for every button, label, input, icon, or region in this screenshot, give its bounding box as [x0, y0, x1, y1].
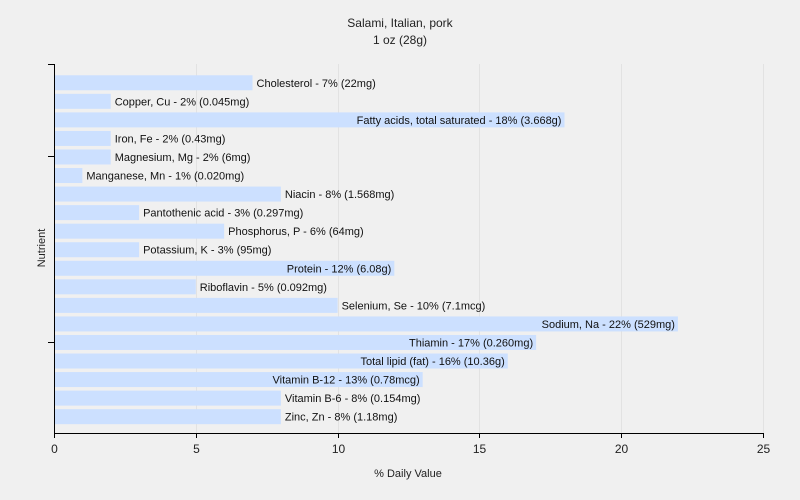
bar: [55, 149, 111, 165]
bar-label: Zinc, Zn - 8% (1.18mg): [285, 412, 397, 424]
bar: [55, 168, 83, 184]
chart-subtitle: 1 oz (28g): [373, 33, 427, 47]
x-tick-label: 20: [615, 442, 629, 456]
bar-label: Riboflavin - 5% (0.092mg): [200, 282, 327, 294]
bar: [55, 93, 111, 109]
x-tick-label: 0: [51, 442, 58, 456]
bars: Cholesterol - 7% (22mg) Copper, Cu - 2% (…: [55, 75, 678, 425]
bar: [55, 260, 395, 276]
bar-label: Pantothenic acid - 3% (0.297mg): [143, 208, 303, 220]
bar-label: Thiamin - 17% (0.260mg): [409, 337, 533, 349]
bar: [55, 279, 196, 295]
axes: 0 5 10 15 20 25: [48, 64, 770, 456]
chart-title: Salami, Italian, pork: [347, 16, 453, 30]
x-axis-title: % Daily Value: [374, 468, 442, 480]
bar: [55, 409, 281, 425]
bar-label: Selenium, Se - 10% (7.1mcg): [342, 300, 486, 312]
bar-label: Phosphorus, P - 6% (64mg): [228, 226, 364, 238]
bar-label: Manganese, Mn - 1% (0.020mg): [86, 171, 244, 183]
x-tick-label: 15: [473, 442, 487, 456]
bar-label: Niacin - 8% (1.568mg): [285, 189, 394, 201]
bar-label: Total lipid (fat) - 16% (10.36g): [360, 356, 504, 368]
bar: [55, 242, 140, 258]
bar-label: Cholesterol - 7% (22mg): [257, 78, 376, 90]
bar-label: Sodium, Na - 22% (529mg): [542, 319, 675, 331]
x-tick-label: 5: [193, 442, 200, 456]
bar-label: Magnesium, Mg - 2% (6mg): [115, 152, 251, 164]
bar: [55, 297, 338, 313]
bar-label: Copper, Cu - 2% (0.045mg): [115, 96, 250, 108]
x-tick-label: 10: [332, 442, 346, 456]
bar: [55, 316, 678, 332]
bar: [55, 390, 281, 406]
bar: [55, 205, 140, 221]
y-axis-title: Nutrient: [36, 229, 48, 268]
bar: [55, 75, 253, 91]
bar: [55, 186, 281, 202]
bar: [55, 223, 225, 239]
bar: [55, 334, 537, 350]
bar: [55, 372, 423, 388]
x-tick-label: 25: [757, 442, 771, 456]
bar-label: Iron, Fe - 2% (0.43mg): [115, 133, 226, 145]
bar: [55, 353, 508, 369]
bar-label: Protein - 12% (6.08g): [287, 263, 392, 275]
bar-label: Fatty acids, total saturated - 18% (3.66…: [357, 115, 562, 127]
bar-label: Vitamin B-6 - 8% (0.154mg): [285, 393, 421, 405]
bar-label: Potassium, K - 3% (95mg): [143, 245, 271, 257]
bar-label: Vitamin B-12 - 13% (0.78mcg): [273, 375, 420, 387]
bar: [55, 130, 111, 146]
bar: [55, 112, 565, 128]
